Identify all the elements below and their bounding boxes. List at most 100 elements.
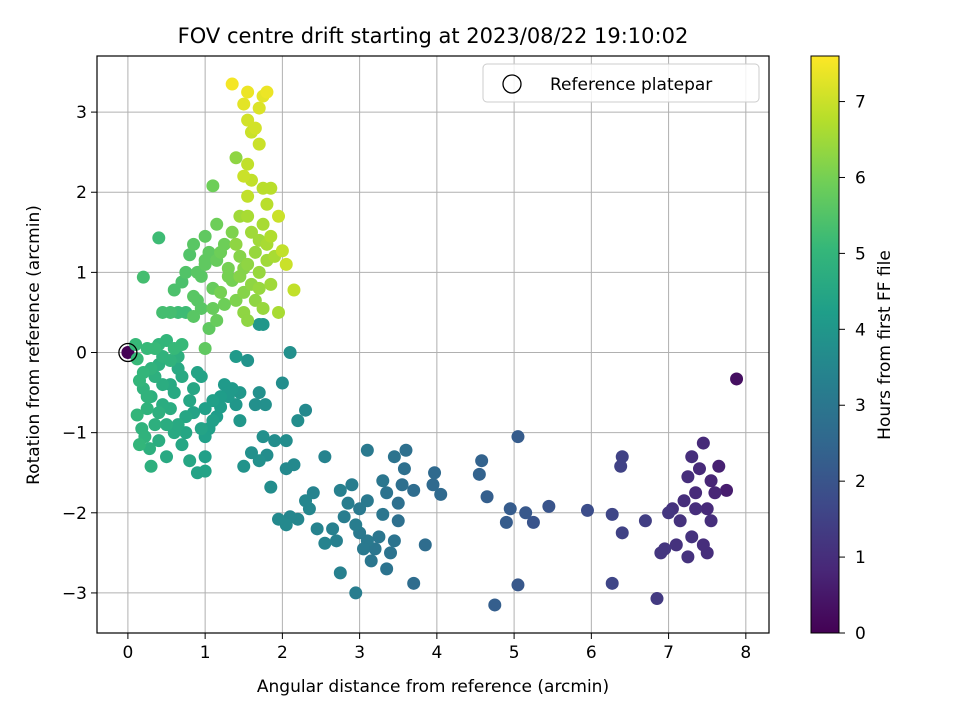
data-point [248,293,262,307]
data-point [187,237,201,251]
data-point [183,394,197,408]
data-point [229,237,243,251]
data-point [252,386,266,400]
reference-marker [118,342,138,363]
data-point [605,576,619,590]
colorbar-tick-label: 5 [855,244,866,264]
data-point [704,514,718,528]
colorbar-tick-label: 7 [855,93,866,113]
data-point [175,438,189,452]
data-point [306,486,320,500]
data-point [264,181,278,195]
data-point [615,450,629,464]
data-point [638,514,652,528]
data-point [248,398,262,412]
data-point [337,510,351,524]
data-point [356,542,370,556]
data-point [685,450,699,464]
data-point [229,350,243,364]
data-point [376,507,390,521]
data-point [190,265,204,279]
data-point [681,470,695,484]
legend-box [482,63,760,103]
data-point [143,442,157,456]
data-point [333,566,347,580]
data-point [136,366,150,380]
data-point [279,462,293,476]
data-point [380,486,394,500]
data-point [418,538,432,552]
data-point [237,97,251,111]
data-point [221,269,235,283]
data-point [179,426,193,440]
data-point [341,496,355,510]
data-point [241,209,255,223]
data-point [685,530,699,544]
colorbar-tick-label: 6 [855,168,866,188]
data-point [326,522,340,536]
data-point [689,486,703,500]
data-point [140,402,154,416]
data-point [310,522,324,536]
x-tick-label: 8 [740,643,751,663]
data-point [519,506,533,520]
data-point [542,499,556,513]
data-point [241,189,255,203]
data-point [152,434,166,448]
data-point [580,503,594,517]
data-point [241,85,255,99]
data-point [233,249,247,263]
open-circle-icon [502,74,522,94]
data-point [167,342,181,356]
data-point [198,450,212,464]
x-axis-label: Angular distance from reference (arcmin) [257,677,609,697]
data-point [407,483,421,497]
data-point [252,101,266,115]
data-point [206,179,220,193]
data-point [156,378,170,392]
data-point [171,418,185,432]
data-point [130,352,144,366]
data-point [391,514,405,528]
data-point [434,487,448,501]
data-point [712,459,726,473]
data-point [700,502,714,516]
data-point [650,592,664,606]
data-point [140,390,154,404]
data-point [252,317,266,331]
data-point [217,297,231,311]
data-point [256,301,270,315]
data-point [233,414,247,428]
data-point [720,483,734,497]
data-point [380,562,394,576]
data-point [689,502,703,516]
data-point [397,462,411,476]
data-point [268,434,282,448]
data-point [368,542,382,556]
data-point [272,209,286,223]
data-point [187,309,201,323]
colorbar-label: Hours from first FF file [875,250,895,440]
data-point [260,85,274,99]
data-point [241,313,255,327]
data-point [248,245,262,259]
data-point [140,342,154,356]
data-point [360,443,374,457]
data-point [345,478,359,492]
data-point [349,518,363,532]
data-point [318,450,332,464]
data-point [299,494,313,508]
data-points [121,77,744,612]
data-point [187,382,201,396]
data-point [252,454,266,468]
data-point [171,362,185,376]
data-point [264,480,278,494]
data-point [129,338,143,351]
data-point [198,253,212,267]
data-point [692,462,706,476]
chart-title: FOV centre drift starting at 2023/08/22 … [178,24,689,48]
data-point [264,277,278,291]
x-tick-label: 6 [586,643,597,663]
